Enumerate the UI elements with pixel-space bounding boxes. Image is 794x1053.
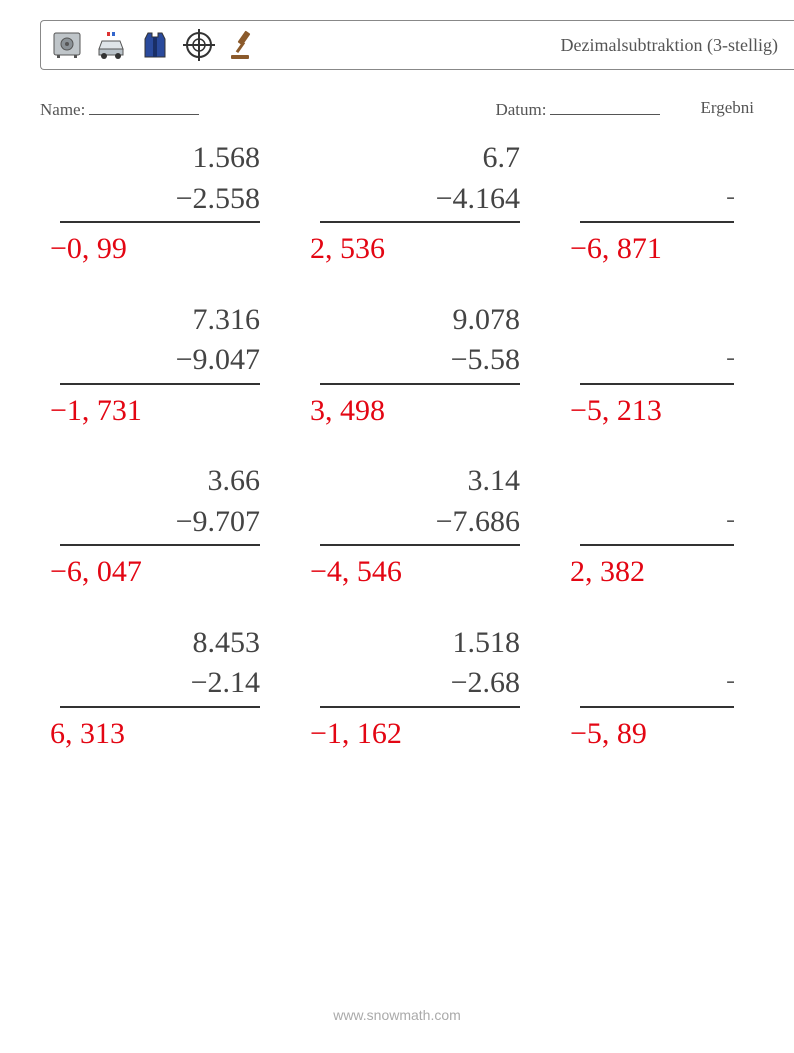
problems-grid: 1.568−2.558−0, 996.7−4.1642, 5362.7−9.6−…	[0, 138, 734, 754]
datum-label: Datum:	[495, 98, 660, 120]
problem: 6.7−4.1642, 536	[320, 138, 580, 270]
problem-numbers: 0.5−5.7	[580, 300, 734, 385]
minuend: 2.7	[580, 138, 734, 179]
vest-icon	[137, 27, 173, 63]
subtrahend: −2.14	[60, 663, 260, 708]
name-blank	[89, 98, 199, 115]
problem: 3.14−7.686−4, 546	[320, 461, 580, 593]
answer: −6, 047	[50, 552, 320, 593]
answer: −5, 213	[570, 391, 734, 432]
topbar-icons	[49, 27, 261, 63]
subtrahend: −9.707	[60, 502, 260, 547]
minuend: 1.568	[60, 138, 260, 179]
problem-numbers: 6.7−4.164	[320, 138, 520, 223]
vault-icon	[49, 27, 85, 63]
problem-numbers: 0.6−6.5	[580, 623, 734, 708]
subtrahend: −9.047	[60, 340, 260, 385]
problem-numbers: 9.078−5.58	[320, 300, 520, 385]
subtrahend: −5.58	[320, 340, 520, 385]
minuend: 7.9	[580, 461, 734, 502]
gavel-icon	[225, 27, 261, 63]
answer: 2, 536	[310, 229, 580, 270]
subtrahend: −4.164	[320, 179, 520, 224]
answer: 2, 382	[570, 552, 734, 593]
problem-numbers: 7.9−5.5	[580, 461, 734, 546]
name-label: Name:	[40, 98, 199, 120]
subtrahend: −2.558	[60, 179, 260, 224]
answer: −0, 99	[50, 229, 320, 270]
problem: 1.518−2.68−1, 162	[320, 623, 580, 755]
problem-numbers: 8.453−2.14	[60, 623, 260, 708]
minuend: 7.316	[60, 300, 260, 341]
problem: 7.316−9.047−1, 731	[60, 300, 320, 432]
problem: 8.453−2.146, 313	[60, 623, 320, 755]
subtrahend: −2.68	[320, 663, 520, 708]
problem: 1.568−2.558−0, 99	[60, 138, 320, 270]
minuend: 3.66	[60, 461, 260, 502]
answer: −6, 871	[570, 229, 734, 270]
meta-row: Name: Datum: Ergebni	[40, 98, 754, 120]
answer: −5, 89	[570, 714, 734, 755]
datum-blank	[550, 98, 660, 115]
problem-numbers: 3.66−9.707	[60, 461, 260, 546]
answer: −4, 546	[310, 552, 580, 593]
subtrahend: −5.5	[580, 502, 734, 547]
police-car-icon	[93, 27, 129, 63]
minuend: 9.078	[320, 300, 520, 341]
answer: −1, 162	[310, 714, 580, 755]
ergebnis-label: Ergebni	[700, 98, 754, 120]
answer: 6, 313	[50, 714, 320, 755]
problem-numbers: 2.7−9.6	[580, 138, 734, 223]
minuend: 8.453	[60, 623, 260, 664]
answer: 3, 498	[310, 391, 580, 432]
problem-numbers: 7.316−9.047	[60, 300, 260, 385]
problem-numbers: 1.518−2.68	[320, 623, 520, 708]
subtrahend: −9.6	[580, 179, 734, 224]
subtrahend: −7.686	[320, 502, 520, 547]
problem: 0.5−5.7−5, 213	[580, 300, 734, 432]
minuend: 3.14	[320, 461, 520, 502]
problem: 0.6−6.5−5, 89	[580, 623, 734, 755]
top-bar: Dezimalsubtraktion (3-stellig)	[40, 20, 794, 70]
problem: 3.66−9.707−6, 047	[60, 461, 320, 593]
problem: 9.078−5.583, 498	[320, 300, 580, 432]
minuend: 0.5	[580, 300, 734, 341]
minuend: 0.6	[580, 623, 734, 664]
crosshair-icon	[181, 27, 217, 63]
minuend: 1.518	[320, 623, 520, 664]
problem-numbers: 1.568−2.558	[60, 138, 260, 223]
problem: 7.9−5.52, 382	[580, 461, 734, 593]
problem: 2.7−9.6−6, 871	[580, 138, 734, 270]
problem-numbers: 3.14−7.686	[320, 461, 520, 546]
subtrahend: −6.5	[580, 663, 734, 708]
answer: −1, 731	[50, 391, 320, 432]
worksheet-title: Dezimalsubtraktion (3-stellig)	[561, 35, 786, 56]
footer-url: www.snowmath.com	[0, 1007, 794, 1023]
subtrahend: −5.7	[580, 340, 734, 385]
minuend: 6.7	[320, 138, 520, 179]
